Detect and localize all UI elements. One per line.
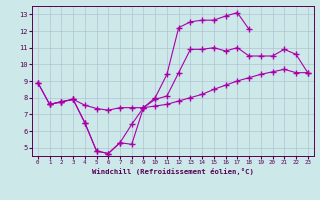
- X-axis label: Windchill (Refroidissement éolien,°C): Windchill (Refroidissement éolien,°C): [92, 168, 254, 175]
